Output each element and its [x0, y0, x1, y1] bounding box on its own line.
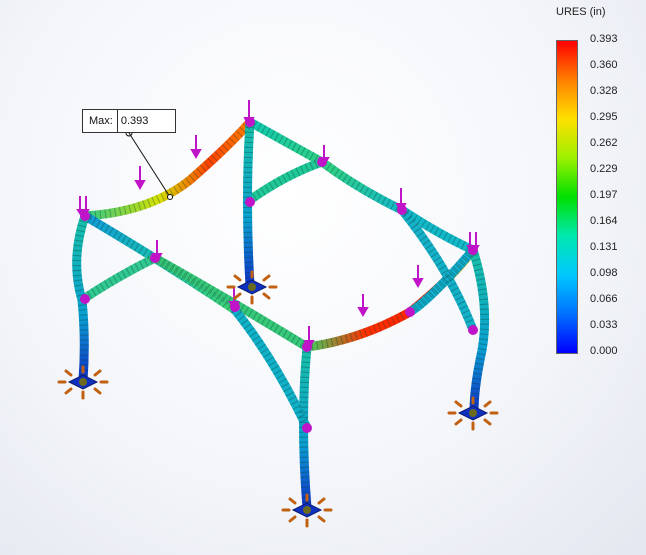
legend-tick: 0.393: [590, 33, 618, 45]
load-arrow-icon: [357, 294, 369, 318]
fixture-feet: [57, 270, 499, 528]
legend-tick: 0.131: [590, 241, 618, 253]
load-arrow-icon: [318, 145, 330, 168]
fixed-support-icon: [281, 493, 333, 528]
probe-value: 0.393: [120, 115, 149, 127]
member-back-right-top: [245, 117, 407, 215]
legend-tick: 0.164: [590, 215, 618, 227]
load-arrow-icon: [190, 135, 202, 160]
legend-colorbar[interactable]: [556, 40, 578, 354]
probe-label: Max:: [83, 110, 118, 132]
load-arrows: [76, 100, 480, 351]
load-arrow-icon: [395, 188, 407, 214]
fixed-support-icon: [226, 270, 278, 305]
member-right-diag: [397, 205, 478, 335]
legend-tick: 0.000: [590, 345, 618, 357]
load-arrow-icon: [134, 166, 146, 191]
legend-tick: 0.229: [590, 163, 618, 175]
legend-tick: 0.295: [590, 111, 618, 123]
fixed-support-icon: [57, 365, 109, 400]
frame-members: [72, 117, 490, 513]
legend-title: URES (in): [556, 6, 606, 18]
legend-tick: 0.360: [590, 59, 618, 71]
legend-tick: 0.066: [590, 293, 618, 305]
legend-tick: 0.098: [590, 267, 618, 279]
load-arrow-icon: [243, 100, 255, 129]
member-left-cross: [80, 253, 160, 303]
probe-leader: [125, 129, 173, 200]
legend-tick: 0.328: [590, 85, 618, 97]
member-left-top: [80, 117, 255, 221]
load-arrow-icon: [228, 288, 240, 312]
leg-right: [468, 245, 490, 417]
load-arrow-icon: [76, 196, 90, 220]
load-arrow-icon: [412, 265, 424, 289]
load-arrow-icon: [303, 326, 315, 351]
load-arrow-icon: [466, 232, 480, 256]
member-front-top: [302, 245, 478, 352]
member-right-cross: [405, 245, 478, 317]
legend-tick: 0.197: [590, 189, 618, 201]
max-probe-label[interactable]: Max: 0.393: [82, 109, 176, 133]
legend-tick: 0.033: [590, 319, 618, 331]
fixed-support-icon: [447, 396, 499, 431]
member-back-cross: [245, 157, 327, 205]
leg-front: [299, 342, 312, 513]
legend-tick: 0.262: [590, 137, 618, 149]
load-arrow-icon: [151, 240, 163, 264]
